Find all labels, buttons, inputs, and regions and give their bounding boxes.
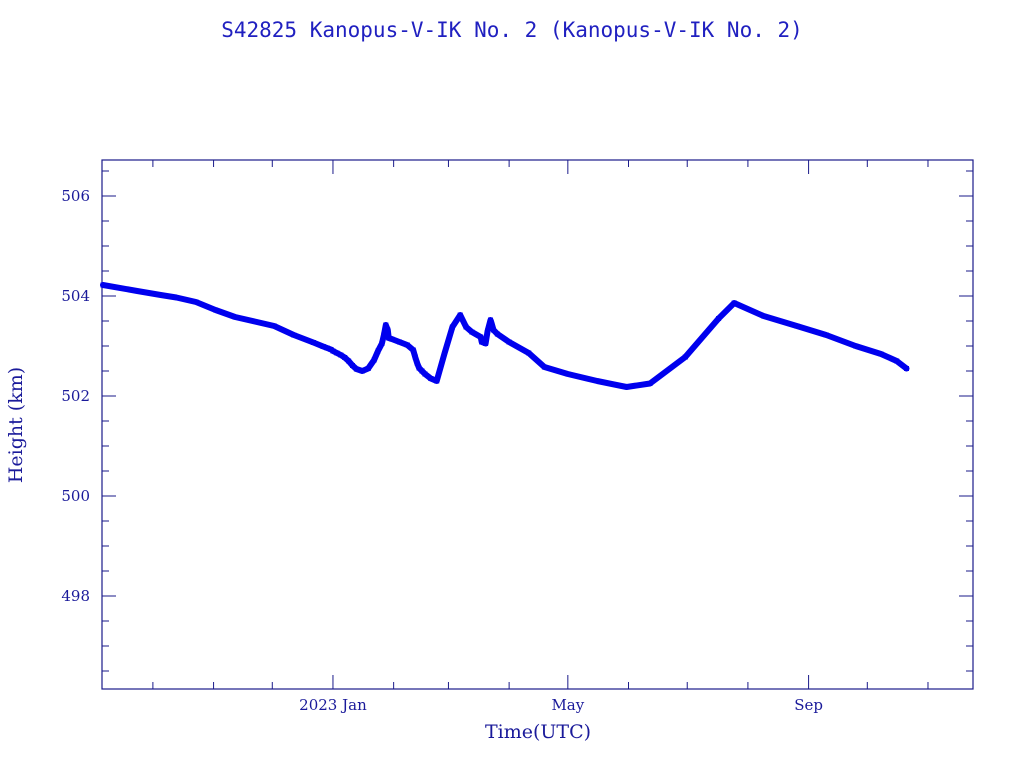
data-point [478, 334, 484, 340]
data-point [383, 322, 389, 328]
y-tick-label: 500 [61, 487, 90, 505]
data-point [338, 352, 344, 358]
data-point [271, 323, 277, 329]
data-point [397, 339, 402, 345]
data-point [682, 354, 688, 360]
y-axis-label: Height (km) [5, 367, 27, 483]
data-point [346, 358, 352, 364]
x-tick-label: May [551, 696, 584, 714]
data-point [506, 339, 512, 345]
data-point [457, 312, 463, 318]
series-layer [100, 282, 910, 390]
data-point [404, 342, 410, 348]
data-point [320, 344, 326, 349]
data-point [350, 363, 355, 368]
data-point [375, 348, 381, 354]
x-axis-ticks [152, 160, 929, 689]
data-point [647, 381, 653, 386]
data-point [193, 299, 199, 305]
data-point [422, 371, 428, 377]
x-axis-tick-labels: 2023 Jan May Sep [299, 696, 823, 714]
data-point [761, 313, 767, 319]
data-point [213, 307, 218, 313]
data-point [310, 340, 316, 345]
data-point [252, 319, 258, 324]
data-point [565, 371, 571, 377]
data-point [334, 350, 340, 356]
data-point [463, 324, 469, 330]
data-point [731, 300, 737, 306]
data-point [158, 292, 164, 298]
data-point [442, 351, 447, 356]
series-line [100, 282, 910, 390]
data-point [541, 364, 547, 370]
data-point [371, 357, 377, 363]
y-tick-label: 504 [61, 287, 90, 305]
data-point [353, 366, 359, 372]
x-axis-label: Time(UTC) [485, 721, 591, 743]
data-point [416, 365, 422, 371]
data-point [485, 328, 491, 334]
data-point [491, 327, 496, 333]
data-point [823, 332, 829, 338]
data-point [853, 343, 859, 349]
data-point [359, 368, 365, 374]
data-point [389, 336, 395, 342]
x-tick-label: 2023 Jan [299, 696, 367, 714]
data-point [381, 332, 387, 338]
data-point [716, 316, 722, 321]
data-point [330, 348, 336, 354]
data-point [428, 376, 434, 381]
data-point [494, 331, 500, 337]
data-point [342, 355, 348, 360]
data-point [386, 335, 392, 341]
data-point [624, 384, 630, 390]
data-point [385, 327, 391, 333]
data-point [488, 317, 493, 323]
data-point [526, 350, 532, 356]
data-point [489, 320, 494, 326]
data-point [412, 354, 418, 360]
data-point [434, 378, 440, 384]
plot-frame [101, 159, 974, 690]
y-axis-ticks [102, 170, 973, 672]
x-tick-label: Sep [794, 696, 823, 714]
data-point [410, 347, 416, 353]
y-axis-tick-labels: 498 500 502 504 506 [61, 187, 90, 605]
data-point [878, 351, 884, 357]
data-point [100, 282, 106, 288]
y-tick-label: 502 [61, 387, 90, 405]
data-point [483, 341, 489, 346]
chart-title: S42825 Kanopus-V-IK No. 2 (Kanopus-V-IK … [221, 18, 803, 42]
data-point [469, 329, 475, 335]
y-tick-label: 506 [61, 187, 90, 205]
data-point [291, 332, 297, 338]
data-point [379, 341, 385, 346]
data-point [324, 345, 330, 351]
y-tick-label: 498 [61, 587, 90, 605]
data-point [419, 368, 425, 374]
data-point [479, 339, 485, 345]
data-point [232, 314, 238, 320]
data-point [794, 323, 800, 329]
data-point [449, 324, 455, 330]
data-point [594, 378, 600, 384]
data-point [134, 288, 140, 294]
data-point [414, 360, 420, 366]
data-point [173, 295, 179, 300]
data-point [904, 366, 909, 371]
data-point [365, 366, 371, 371]
data-point [894, 358, 900, 364]
